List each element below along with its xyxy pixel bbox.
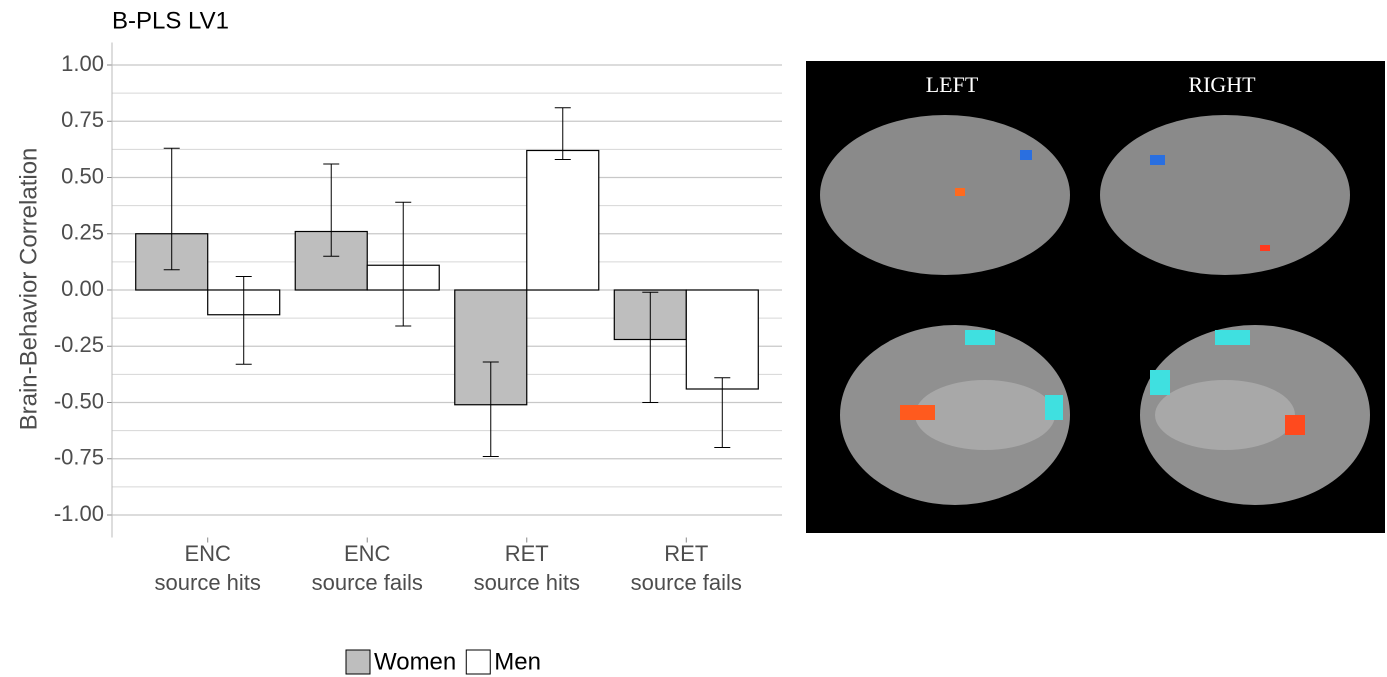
brain-detail bbox=[915, 380, 1055, 450]
x-tick-label: ENC bbox=[344, 541, 391, 566]
activation-blob bbox=[965, 330, 995, 345]
activation-blob bbox=[1020, 150, 1032, 160]
activation-blob bbox=[1285, 415, 1305, 435]
activation-blob bbox=[1150, 155, 1165, 165]
legend-swatch bbox=[345, 649, 371, 675]
image-label: LEFT bbox=[926, 72, 979, 97]
x-tick-label: source hits bbox=[474, 570, 580, 595]
x-tick-label: source hits bbox=[155, 570, 261, 595]
legend-label: Men bbox=[494, 648, 541, 675]
x-tick-label: RET bbox=[505, 541, 549, 566]
brain-lateral-right bbox=[1100, 115, 1350, 275]
image-label: RIGHT bbox=[1188, 72, 1256, 97]
activation-blob bbox=[1045, 395, 1063, 420]
y-tick-label: 0.50 bbox=[61, 163, 104, 188]
y-tick-label: 0.00 bbox=[61, 276, 104, 301]
x-tick-label: RET bbox=[664, 541, 708, 566]
legend-swatch bbox=[465, 649, 491, 675]
brain-detail bbox=[1155, 380, 1295, 450]
activation-blob bbox=[900, 405, 935, 420]
chart-title: B-PLS LV1 bbox=[112, 7, 229, 34]
activation-blob bbox=[1150, 370, 1170, 395]
y-axis-label: Brain-Behavior Correlation bbox=[15, 148, 42, 431]
bar bbox=[685, 289, 759, 390]
y-tick-label: 1.00 bbox=[61, 51, 104, 76]
y-tick-label: 0.25 bbox=[61, 220, 104, 245]
activation-blob bbox=[1215, 330, 1250, 345]
x-tick-label: source fails bbox=[631, 570, 742, 595]
y-tick-label: -0.75 bbox=[54, 445, 104, 470]
legend-label: Women bbox=[374, 648, 456, 675]
activation-blob bbox=[955, 188, 965, 196]
x-tick-label: source fails bbox=[312, 570, 423, 595]
brain-image: LEFT RIGHT bbox=[806, 61, 1385, 533]
y-tick-label: -0.25 bbox=[54, 332, 104, 357]
y-tick-label: 0.75 bbox=[61, 107, 104, 132]
x-tick-label: ENC bbox=[184, 541, 231, 566]
bar bbox=[526, 149, 600, 291]
y-tick-label: -0.50 bbox=[54, 388, 104, 413]
brain-lateral-left bbox=[820, 115, 1070, 275]
activation-blob bbox=[1260, 245, 1270, 251]
y-tick-label: -1.00 bbox=[54, 501, 104, 526]
